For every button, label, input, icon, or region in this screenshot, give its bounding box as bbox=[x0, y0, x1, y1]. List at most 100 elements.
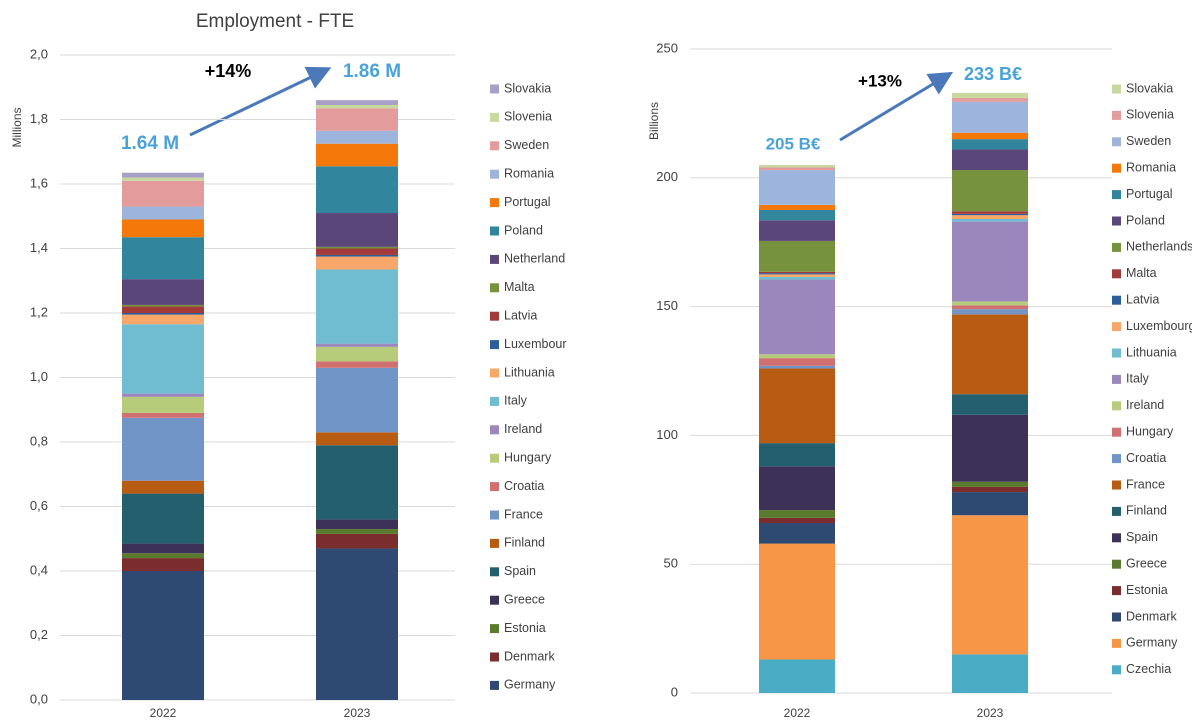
legend-swatch bbox=[1112, 374, 1121, 384]
legend-label: Czechia bbox=[1126, 662, 1171, 676]
legend-swatch bbox=[1112, 533, 1121, 543]
bar-segment bbox=[952, 170, 1028, 212]
y-tick-label: 1,0 bbox=[30, 369, 48, 384]
bar-segment bbox=[316, 548, 398, 700]
legend-swatch bbox=[490, 510, 499, 520]
y-tick-label: 1,2 bbox=[30, 304, 48, 319]
bar-segment bbox=[122, 493, 204, 544]
bar-segment bbox=[759, 164, 835, 168]
legend-swatch bbox=[1112, 586, 1121, 596]
y-tick-label: 250 bbox=[656, 40, 678, 55]
bar-segment bbox=[759, 167, 835, 171]
growth-arrow bbox=[839, 71, 954, 142]
legend-label: France bbox=[1126, 477, 1165, 491]
annotation: 205 B€ bbox=[766, 134, 821, 153]
bar-segment bbox=[316, 100, 398, 105]
annotation: +13% bbox=[858, 71, 902, 90]
bar-segment bbox=[122, 543, 204, 554]
legend-label: Slovakia bbox=[504, 81, 551, 95]
legend-swatch bbox=[490, 283, 499, 293]
bar-segment bbox=[759, 170, 835, 205]
bar-segment bbox=[759, 466, 835, 511]
bar-segment bbox=[952, 215, 1028, 220]
bar-segment bbox=[952, 414, 1028, 482]
legend-swatch bbox=[1112, 242, 1121, 252]
annotation: 233 B€ bbox=[964, 64, 1022, 84]
bar-segment bbox=[759, 354, 835, 359]
y-tick-label: 0,2 bbox=[30, 627, 48, 642]
y-tick-label: 0,0 bbox=[30, 691, 48, 706]
legend-swatch bbox=[1112, 216, 1121, 226]
bar-segment bbox=[759, 204, 835, 210]
legend-label: Luxembour bbox=[504, 337, 567, 351]
bar-segment bbox=[122, 172, 204, 178]
legend-label: Greece bbox=[1126, 556, 1167, 570]
bar-segment bbox=[759, 279, 835, 355]
bar-segment bbox=[316, 254, 398, 257]
y-tick-label: 0,6 bbox=[30, 498, 48, 513]
bar-segment bbox=[952, 221, 1028, 302]
legend-swatch bbox=[490, 112, 499, 122]
legend-swatch bbox=[1112, 190, 1121, 200]
bar-segment bbox=[122, 480, 204, 494]
legend-label: Netherlands bbox=[1126, 240, 1192, 254]
y-axis-label: Millions bbox=[10, 107, 24, 147]
bar-segment bbox=[952, 309, 1028, 315]
legend-swatch bbox=[490, 169, 499, 179]
bar-segment bbox=[316, 343, 398, 347]
bar-segment bbox=[316, 432, 398, 446]
legend-label: Malta bbox=[504, 280, 535, 294]
bar-segment bbox=[316, 248, 398, 255]
legend-label: Spain bbox=[504, 564, 536, 578]
bar-segment bbox=[952, 305, 1028, 310]
bar-segment bbox=[122, 417, 204, 481]
legend-label: Finland bbox=[1126, 504, 1167, 518]
x-tick-label: 2023 bbox=[344, 706, 371, 720]
annotation: +14% bbox=[205, 61, 252, 81]
legend-swatch bbox=[1112, 480, 1121, 490]
bar-segment bbox=[122, 314, 204, 325]
legend-swatch bbox=[1112, 506, 1121, 516]
legend-swatch bbox=[1112, 84, 1121, 94]
bar-segment bbox=[952, 149, 1028, 171]
legend-label: Finland bbox=[504, 536, 545, 550]
bar-segment bbox=[122, 553, 204, 559]
bar-segment bbox=[122, 306, 204, 313]
legend-swatch bbox=[490, 453, 499, 463]
x-tick-label: 2022 bbox=[784, 706, 811, 720]
bar-segment bbox=[122, 177, 204, 181]
bar-segment bbox=[316, 529, 398, 534]
legend-label: France bbox=[504, 507, 543, 521]
y-tick-label: 50 bbox=[664, 556, 678, 571]
bar-segment bbox=[759, 210, 835, 221]
legend-swatch bbox=[490, 84, 499, 94]
bar-segment bbox=[122, 324, 204, 394]
y-tick-label: 200 bbox=[656, 169, 678, 184]
legend-label: Romania bbox=[504, 166, 554, 180]
legend-swatch bbox=[490, 254, 499, 264]
y-tick-label: 0,4 bbox=[30, 562, 48, 577]
legend-swatch bbox=[490, 538, 499, 548]
legend-swatch bbox=[1112, 269, 1121, 279]
bar-segment bbox=[122, 558, 204, 571]
bar-segment bbox=[316, 346, 398, 362]
y-tick-label: 100 bbox=[656, 427, 678, 442]
legend-swatch bbox=[490, 624, 499, 634]
bar-segment bbox=[759, 274, 835, 277]
legend-label: Slovenia bbox=[504, 110, 552, 124]
bar-segment bbox=[122, 393, 204, 397]
bar-segment bbox=[952, 486, 1028, 493]
legend-label: Denmark bbox=[504, 649, 555, 663]
bar-segment bbox=[952, 314, 1028, 395]
legend-label: Estonia bbox=[504, 621, 546, 635]
bar-segment bbox=[122, 237, 204, 280]
bar-segment bbox=[316, 246, 398, 249]
legend-swatch bbox=[1112, 110, 1121, 120]
legend-swatch bbox=[1112, 454, 1121, 464]
legend-label: Malta bbox=[1126, 266, 1157, 280]
bar-segment bbox=[122, 412, 204, 418]
bar-segment bbox=[952, 101, 1028, 133]
legend-label: Denmark bbox=[1126, 609, 1177, 623]
legend-label: Germany bbox=[1126, 636, 1178, 650]
